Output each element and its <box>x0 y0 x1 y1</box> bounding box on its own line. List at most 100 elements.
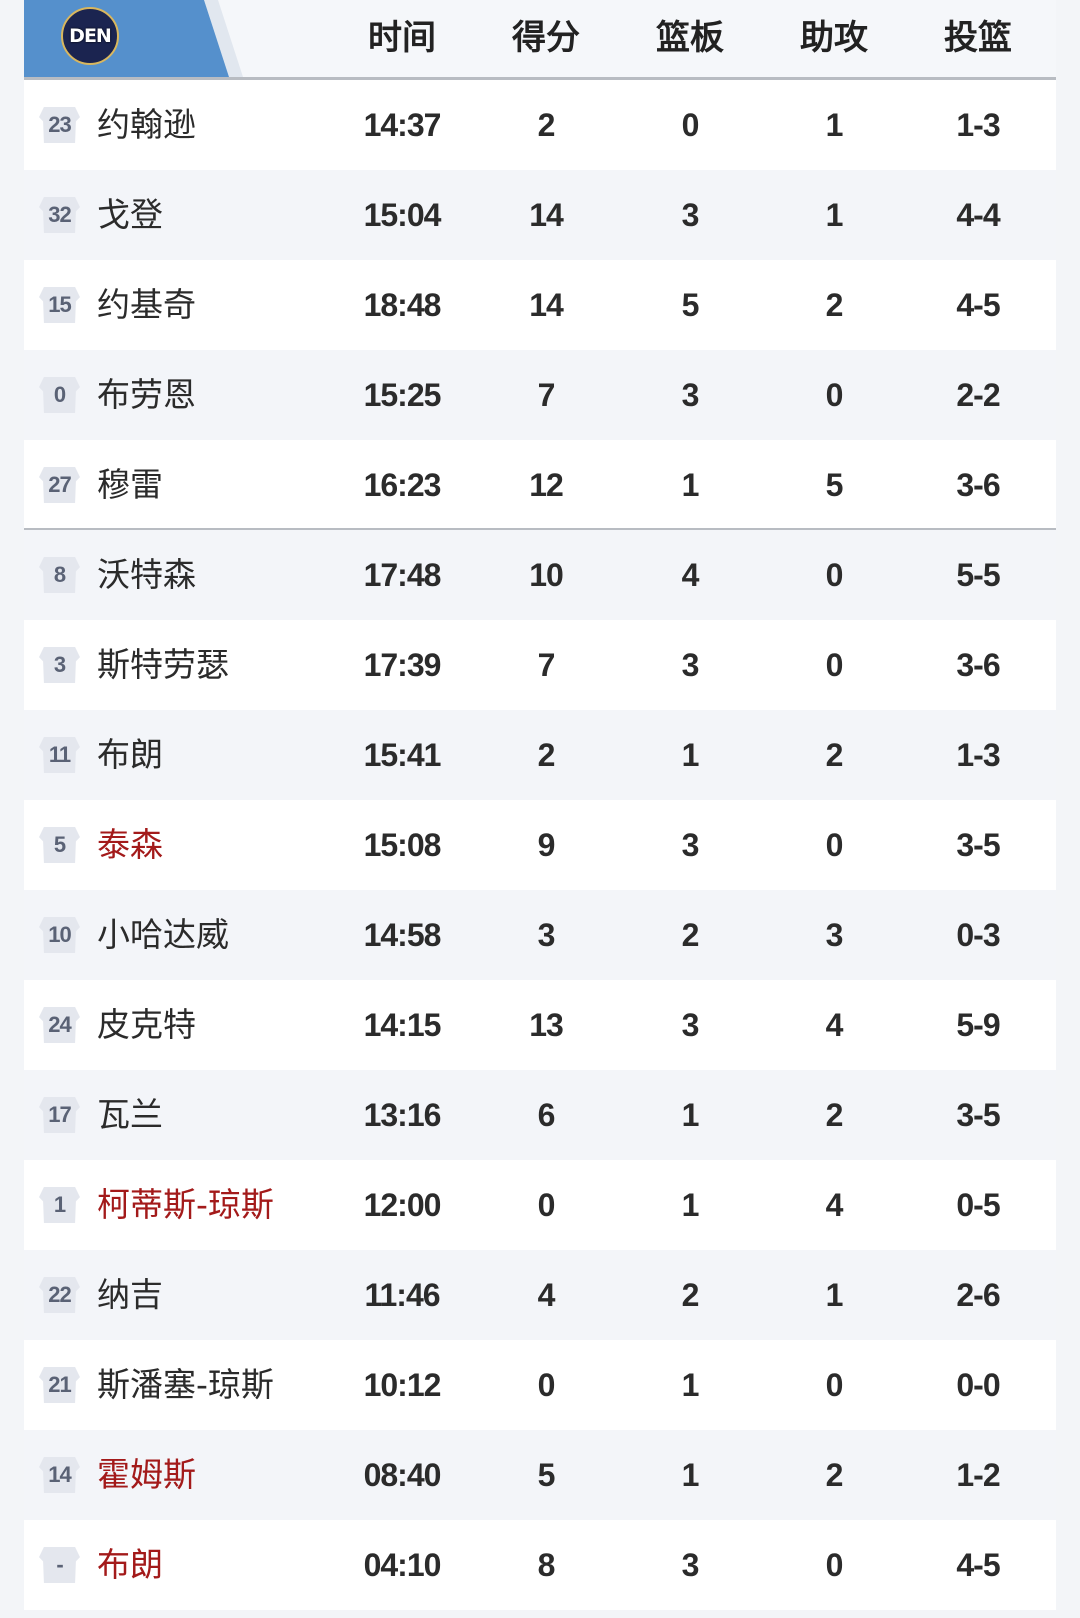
box-score-table: DEN 时间 得分 篮板 助攻 投篮 23 约翰逊 14:37 2 0 1 1-3 32 戈登 1… <box>24 0 1056 1610</box>
stat-time: 14:37 <box>363 107 442 143</box>
table-row[interactable]: 11 布朗 15:41 2 1 2 1-3 <box>24 710 1056 800</box>
stat-fg: 2-2 <box>956 377 1000 413</box>
jersey-number-icon: 23 <box>39 107 80 143</box>
table-row[interactable]: 5 泰森 15:08 9 3 0 3-5 <box>24 800 1056 890</box>
stat-reb: 3 <box>681 377 700 413</box>
table-row[interactable]: 8 沃特森 17:48 10 4 0 5-5 <box>24 530 1056 620</box>
stat-ast: 4 <box>825 1007 844 1043</box>
table-row[interactable]: 23 约翰逊 14:37 2 0 1 1-3 <box>24 80 1056 170</box>
table-row[interactable]: 17 瓦兰 13:16 6 1 2 3-5 <box>24 1070 1056 1160</box>
player-name[interactable]: 约翰逊 <box>97 105 196 144</box>
stat-reb: 2 <box>681 1277 700 1313</box>
player-name[interactable]: 斯潘塞-琼斯 <box>97 1365 274 1404</box>
stat-fg: 0-0 <box>956 1367 1000 1403</box>
stat-ast: 0 <box>825 1367 844 1403</box>
stat-reb: 3 <box>681 647 700 683</box>
stat-time: 17:39 <box>363 647 442 683</box>
stat-ast: 0 <box>825 647 844 683</box>
stat-fg: 1-2 <box>956 1457 1000 1493</box>
table-row[interactable]: 15 约基奇 18:48 14 5 2 4-5 <box>24 260 1056 350</box>
stat-time: 15:04 <box>363 197 442 233</box>
player-name[interactable]: 小哈达威 <box>97 915 229 954</box>
stat-fg: 0-5 <box>956 1187 1000 1223</box>
jersey-number-icon: 1 <box>39 1187 80 1223</box>
player-name[interactable]: 布朗 <box>97 735 163 774</box>
stat-pts: 14 <box>529 197 564 233</box>
table-row[interactable]: 22 纳吉 11:46 4 2 1 2-6 <box>24 1250 1056 1340</box>
table-row[interactable]: 3 斯特劳瑟 17:39 7 3 0 3-6 <box>24 620 1056 710</box>
stat-time: 12:00 <box>363 1187 442 1223</box>
player-name[interactable]: 约基奇 <box>97 285 196 324</box>
jersey-number-icon: 24 <box>39 1007 80 1043</box>
stat-pts: 7 <box>537 377 556 413</box>
player-name[interactable]: 沃特森 <box>97 555 196 594</box>
stat-pts: 13 <box>529 1007 564 1043</box>
jersey-number-icon: 8 <box>39 557 80 593</box>
jersey-number-icon: 32 <box>39 197 80 233</box>
table-body: 23 约翰逊 14:37 2 0 1 1-3 32 戈登 15:04 14 3 1 4-4 15 约基奇 18:… <box>24 80 1056 1610</box>
player-name[interactable]: 皮克特 <box>97 1005 196 1044</box>
stat-ast: 1 <box>825 107 844 143</box>
header-field-goals: 投篮 <box>944 18 1012 58</box>
stat-time: 18:48 <box>363 287 442 323</box>
table-row[interactable]: 10 小哈达威 14:58 3 2 3 0-3 <box>24 890 1056 980</box>
player-name[interactable]: 柯蒂斯-琼斯 <box>97 1185 274 1224</box>
stat-pts: 2 <box>537 107 556 143</box>
player-name[interactable]: 纳吉 <box>97 1275 163 1314</box>
table-row[interactable]: 21 斯潘塞-琼斯 10:12 0 1 0 0-0 <box>24 1340 1056 1430</box>
stat-ast: 1 <box>825 197 844 233</box>
stat-reb: 3 <box>681 827 700 863</box>
stat-time: 15:08 <box>363 827 442 863</box>
stat-pts: 5 <box>537 1457 556 1493</box>
table-row[interactable]: 27 穆雷 16:23 12 1 5 3-6 <box>24 440 1056 530</box>
stat-ast: 2 <box>825 1097 844 1133</box>
stat-ast: 0 <box>825 557 844 593</box>
stat-reb: 3 <box>681 197 700 233</box>
table-row[interactable]: 1 柯蒂斯-琼斯 12:00 0 1 4 0-5 <box>24 1160 1056 1250</box>
header-points: 得分 <box>512 18 580 58</box>
jersey-number-icon: 3 <box>39 647 80 683</box>
stat-pts: 4 <box>537 1277 556 1313</box>
header-rebounds: 篮板 <box>656 18 724 58</box>
player-name[interactable]: 霍姆斯 <box>97 1455 196 1494</box>
player-name[interactable]: 戈登 <box>97 195 163 234</box>
table-row[interactable]: 24 皮克特 14:15 13 3 4 5-9 <box>24 980 1056 1070</box>
player-name[interactable]: 布朗 <box>97 1545 163 1584</box>
header-assists: 助攻 <box>800 18 868 58</box>
team-logo: DEN <box>61 7 119 65</box>
stat-time: 13:16 <box>363 1097 442 1133</box>
player-name[interactable]: 布劳恩 <box>97 375 196 414</box>
jersey-number-icon: 10 <box>39 917 80 953</box>
stat-pts: 3 <box>537 917 556 953</box>
stat-reb: 1 <box>681 737 700 773</box>
stat-time: 10:12 <box>363 1367 442 1403</box>
stat-time: 04:10 <box>363 1547 442 1583</box>
stat-time: 08:40 <box>363 1457 442 1493</box>
stat-time: 16:23 <box>363 467 442 503</box>
header-time: 时间 <box>368 18 436 58</box>
stat-ast: 2 <box>825 1457 844 1493</box>
jersey-number-icon: 14 <box>39 1457 80 1493</box>
stat-fg: 4-5 <box>956 287 1000 323</box>
player-name[interactable]: 斯特劳瑟 <box>97 645 229 684</box>
stat-reb: 4 <box>681 557 700 593</box>
player-name[interactable]: 泰森 <box>97 825 163 864</box>
stat-fg: 3-5 <box>956 1097 1000 1133</box>
stat-reb: 3 <box>681 1547 700 1583</box>
stat-ast: 2 <box>825 287 844 323</box>
stat-fg: 0-3 <box>956 917 1000 953</box>
player-name[interactable]: 穆雷 <box>97 465 163 504</box>
stat-pts: 14 <box>529 287 564 323</box>
player-name[interactable]: 瓦兰 <box>97 1095 163 1134</box>
table-row[interactable]: 0 布劳恩 15:25 7 3 0 2-2 <box>24 350 1056 440</box>
stat-ast: 1 <box>825 1277 844 1313</box>
table-row[interactable]: 32 戈登 15:04 14 3 1 4-4 <box>24 170 1056 260</box>
stat-reb: 3 <box>681 1007 700 1043</box>
team-tab[interactable] <box>24 0 229 77</box>
stat-pts: 0 <box>537 1187 556 1223</box>
table-row[interactable]: 14 霍姆斯 08:40 5 1 2 1-2 <box>24 1430 1056 1520</box>
table-row[interactable]: - 布朗 04:10 8 3 0 4-5 <box>24 1520 1056 1610</box>
stat-reb: 1 <box>681 467 700 503</box>
stat-time: 15:41 <box>363 737 442 773</box>
stat-pts: 7 <box>537 647 556 683</box>
